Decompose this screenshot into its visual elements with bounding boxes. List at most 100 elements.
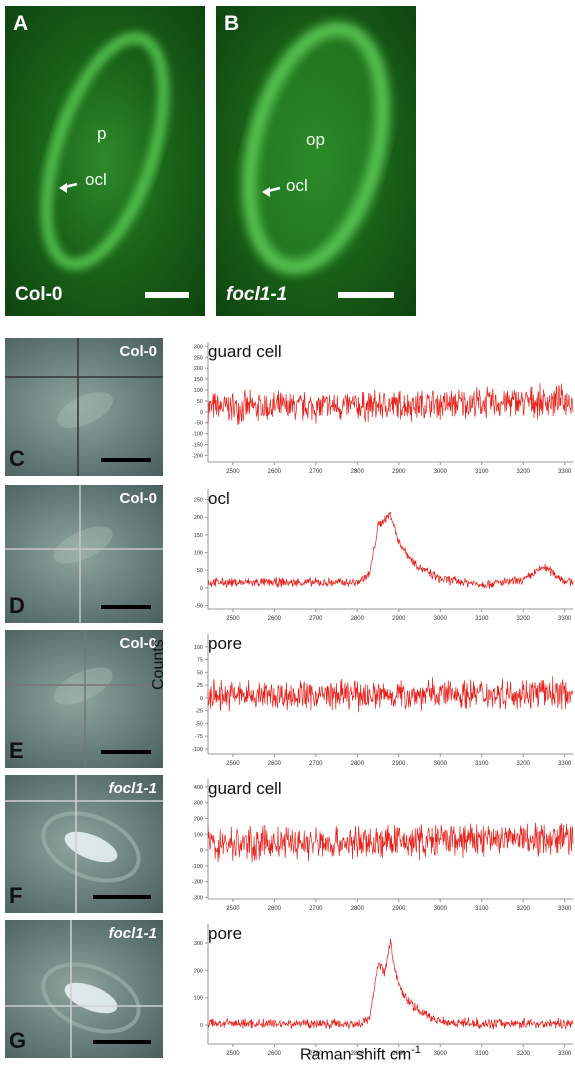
scale-bar: [101, 458, 151, 462]
x-axis-label: Raman shift cm-1: [300, 1044, 421, 1064]
x-tick-label: 2500: [226, 616, 240, 622]
scale-bar: [101, 605, 151, 609]
x-tick-label: 3000: [434, 469, 448, 475]
y-tick-label: 100: [194, 645, 203, 651]
spectrum-title: pore: [208, 634, 243, 653]
y-tick-label: -150: [192, 443, 203, 449]
y-tick-label: 50: [197, 568, 203, 574]
micrograph-c: Col-0 C: [5, 338, 163, 476]
label-pore: p: [97, 124, 107, 143]
y-tick-label: -100: [192, 747, 203, 753]
raman-spectrum-chart: 100 75 50 25 0 -25 -50 -75 -100 2500 2600 2700 2800 2…: [192, 634, 574, 767]
x-tick-label: 2600: [268, 469, 282, 475]
x-tick-label: 2900: [392, 761, 406, 767]
y-tick-label: -50: [195, 721, 203, 727]
micrograph-d: Col-0 D: [5, 485, 163, 623]
y-tick-label: 300: [194, 344, 203, 350]
y-tick-label: 200: [194, 366, 203, 372]
x-tick-label: 2600: [268, 616, 282, 622]
y-tick-label: -100: [192, 432, 203, 438]
label-open-pore: op: [306, 130, 325, 149]
x-tick-label: 3000: [434, 1051, 448, 1057]
y-tick-label: -25: [195, 709, 203, 715]
micrograph-g: focl1-1 G: [5, 920, 163, 1058]
y-tick-label: 200: [194, 968, 203, 974]
raman-spectrum-chart: 400 300 200 100 0 -100 -200 -300 2500 2600 2700 280…: [192, 779, 574, 912]
x-tick-label: 2700: [309, 469, 323, 475]
x-tick-label: 2700: [309, 761, 323, 767]
x-tick-label: 3000: [434, 906, 448, 912]
x-tick-label: 2500: [226, 469, 240, 475]
y-tick-label: 50: [197, 670, 203, 676]
x-tick-label: 3100: [475, 616, 489, 622]
y-tick-label: -200: [192, 453, 203, 459]
x-tick-label: 3300: [558, 469, 572, 475]
y-tick-label: -100: [192, 864, 203, 870]
x-tick-label: 2800: [351, 469, 365, 475]
y-tick-label: -75: [195, 734, 203, 740]
genotype-label: focl1-1: [108, 925, 157, 942]
x-tick-label: 3300: [558, 616, 572, 622]
y-tick-label: 200: [194, 816, 203, 822]
y-tick-label: 200: [194, 515, 203, 521]
panel-label-g: G: [9, 1028, 27, 1053]
genotype-label: Col-0: [119, 343, 158, 360]
y-tick-label: 0: [200, 410, 203, 416]
stomata-ring-outline: [40, 31, 170, 271]
spectrum-title: guard cell: [208, 342, 282, 361]
spectrum-series-line: [207, 938, 574, 1030]
spectrum-series-line: [207, 511, 574, 589]
spectrum-title: pore: [208, 924, 243, 943]
spectrum-title: ocl: [208, 489, 230, 508]
raman-spectrum-chart: 250 200 150 100 50 0 -50 2500 2600 2700 2800 2900 30…: [194, 489, 574, 622]
x-tick-label: 2600: [268, 906, 282, 912]
y-tick-label: 300: [194, 801, 203, 807]
panel-label-f: F: [9, 883, 23, 908]
x-tick-label: 3200: [517, 761, 531, 767]
x-tick-label: 3100: [475, 469, 489, 475]
x-tick-label: 2800: [351, 906, 365, 912]
arrowhead-icon: [59, 183, 67, 193]
panel-label-e: E: [9, 738, 24, 763]
y-tick-label: -200: [192, 880, 203, 886]
scale-bar: [93, 1040, 151, 1044]
x-tick-label: 2600: [268, 1051, 282, 1057]
micrograph-e: Col-0 E: [5, 630, 163, 768]
y-tick-label: 100: [194, 832, 203, 838]
scale-bar: [338, 292, 394, 298]
panel-b-fluorescence: B op ocl focl1-1: [216, 6, 416, 316]
label-ocl: ocl: [85, 170, 107, 189]
stomata-ring-outline: [241, 21, 391, 275]
genotype-label: focl1-1: [226, 284, 288, 305]
y-tick-label: -50: [195, 421, 203, 427]
genotype-label: Col-0: [15, 284, 63, 305]
panel-label-c: C: [9, 446, 25, 471]
scale-bar: [145, 292, 189, 298]
x-tick-label: 2500: [226, 906, 240, 912]
x-tick-label: 3000: [434, 761, 448, 767]
raman-spectrum-chart: 300 200 100 0 2500 2600 2700 2800 2900 3000 3100 32…: [194, 924, 574, 1057]
y-tick-label: 100: [194, 996, 203, 1002]
y-tick-label: 150: [194, 377, 203, 383]
x-tick-label: 2500: [226, 761, 240, 767]
x-tick-label: 2800: [351, 761, 365, 767]
spectrum-e: 100 75 50 25 0 -25 -50 -75 -100 2500 2600 2700 2800 2…: [182, 630, 575, 770]
x-tick-label: 3200: [517, 1051, 531, 1057]
label-ocl: ocl: [286, 176, 308, 195]
x-tick-label: 2800: [351, 616, 365, 622]
spectrum-g: 300 200 100 0 2500 2600 2700 2800 2900 3000 3100 32…: [182, 920, 575, 1060]
micrograph-f: focl1-1 F: [5, 775, 163, 913]
x-tick-label: 2700: [309, 1051, 323, 1057]
spectrum-title: guard cell: [208, 779, 282, 798]
y-tick-label: 400: [194, 785, 203, 791]
scale-bar: [101, 750, 151, 754]
x-tick-label: 2700: [309, 616, 323, 622]
x-tick-label: 2900: [392, 906, 406, 912]
x-tick-label: 2600: [268, 761, 282, 767]
panel-label-b: B: [224, 12, 240, 35]
spectrum-d: 250 200 150 100 50 0 -50 2500 2600 2700 2800 2900 30…: [182, 485, 575, 625]
x-tick-label: 2700: [309, 906, 323, 912]
y-tick-label: 300: [194, 941, 203, 947]
genotype-label: focl1-1: [108, 780, 157, 797]
spectrum-series-line: [207, 822, 574, 863]
